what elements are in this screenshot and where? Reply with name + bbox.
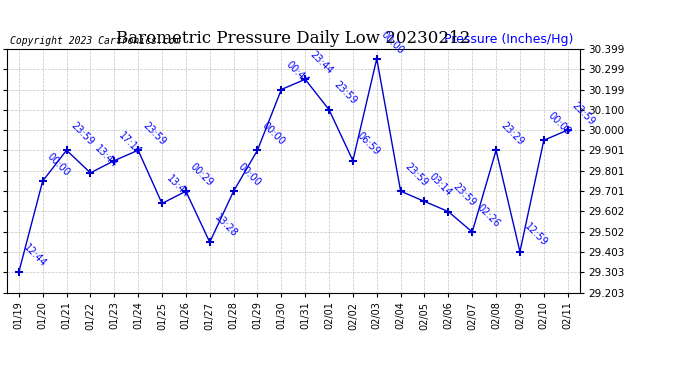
Text: Pressure (Inches/Hg): Pressure (Inches/Hg): [444, 33, 574, 46]
Text: 00:00: 00:00: [546, 111, 573, 137]
Text: 13:44: 13:44: [164, 174, 191, 200]
Text: 23:29: 23:29: [498, 120, 525, 147]
Text: 00:00: 00:00: [260, 120, 286, 147]
Text: 02:26: 02:26: [475, 202, 502, 229]
Text: 00:00: 00:00: [236, 162, 263, 188]
Text: 00:29: 00:29: [188, 161, 215, 188]
Text: Copyright 2023 Cartronics.com: Copyright 2023 Cartronics.com: [10, 36, 180, 46]
Text: 23:59: 23:59: [141, 120, 168, 147]
Text: 23:59: 23:59: [403, 161, 430, 188]
Text: 23:59: 23:59: [570, 100, 597, 127]
Text: 12:44: 12:44: [21, 242, 48, 269]
Text: 23:59: 23:59: [331, 80, 358, 106]
Text: 00:00: 00:00: [380, 29, 406, 56]
Text: 03:14: 03:14: [427, 172, 453, 198]
Text: 23:44: 23:44: [308, 50, 335, 76]
Text: 17:14: 17:14: [117, 131, 144, 158]
Text: 12:59: 12:59: [522, 222, 549, 249]
Text: 13:28: 13:28: [212, 212, 239, 239]
Text: 06:59: 06:59: [355, 131, 382, 158]
Text: 23:59: 23:59: [451, 182, 477, 209]
Text: 00:44: 00:44: [284, 60, 310, 87]
Title: Barometric Pressure Daily Low 20230212: Barometric Pressure Daily Low 20230212: [116, 30, 471, 47]
Text: 23:59: 23:59: [69, 120, 96, 147]
Text: 00:00: 00:00: [45, 151, 72, 178]
Text: 13:44: 13:44: [92, 143, 119, 170]
